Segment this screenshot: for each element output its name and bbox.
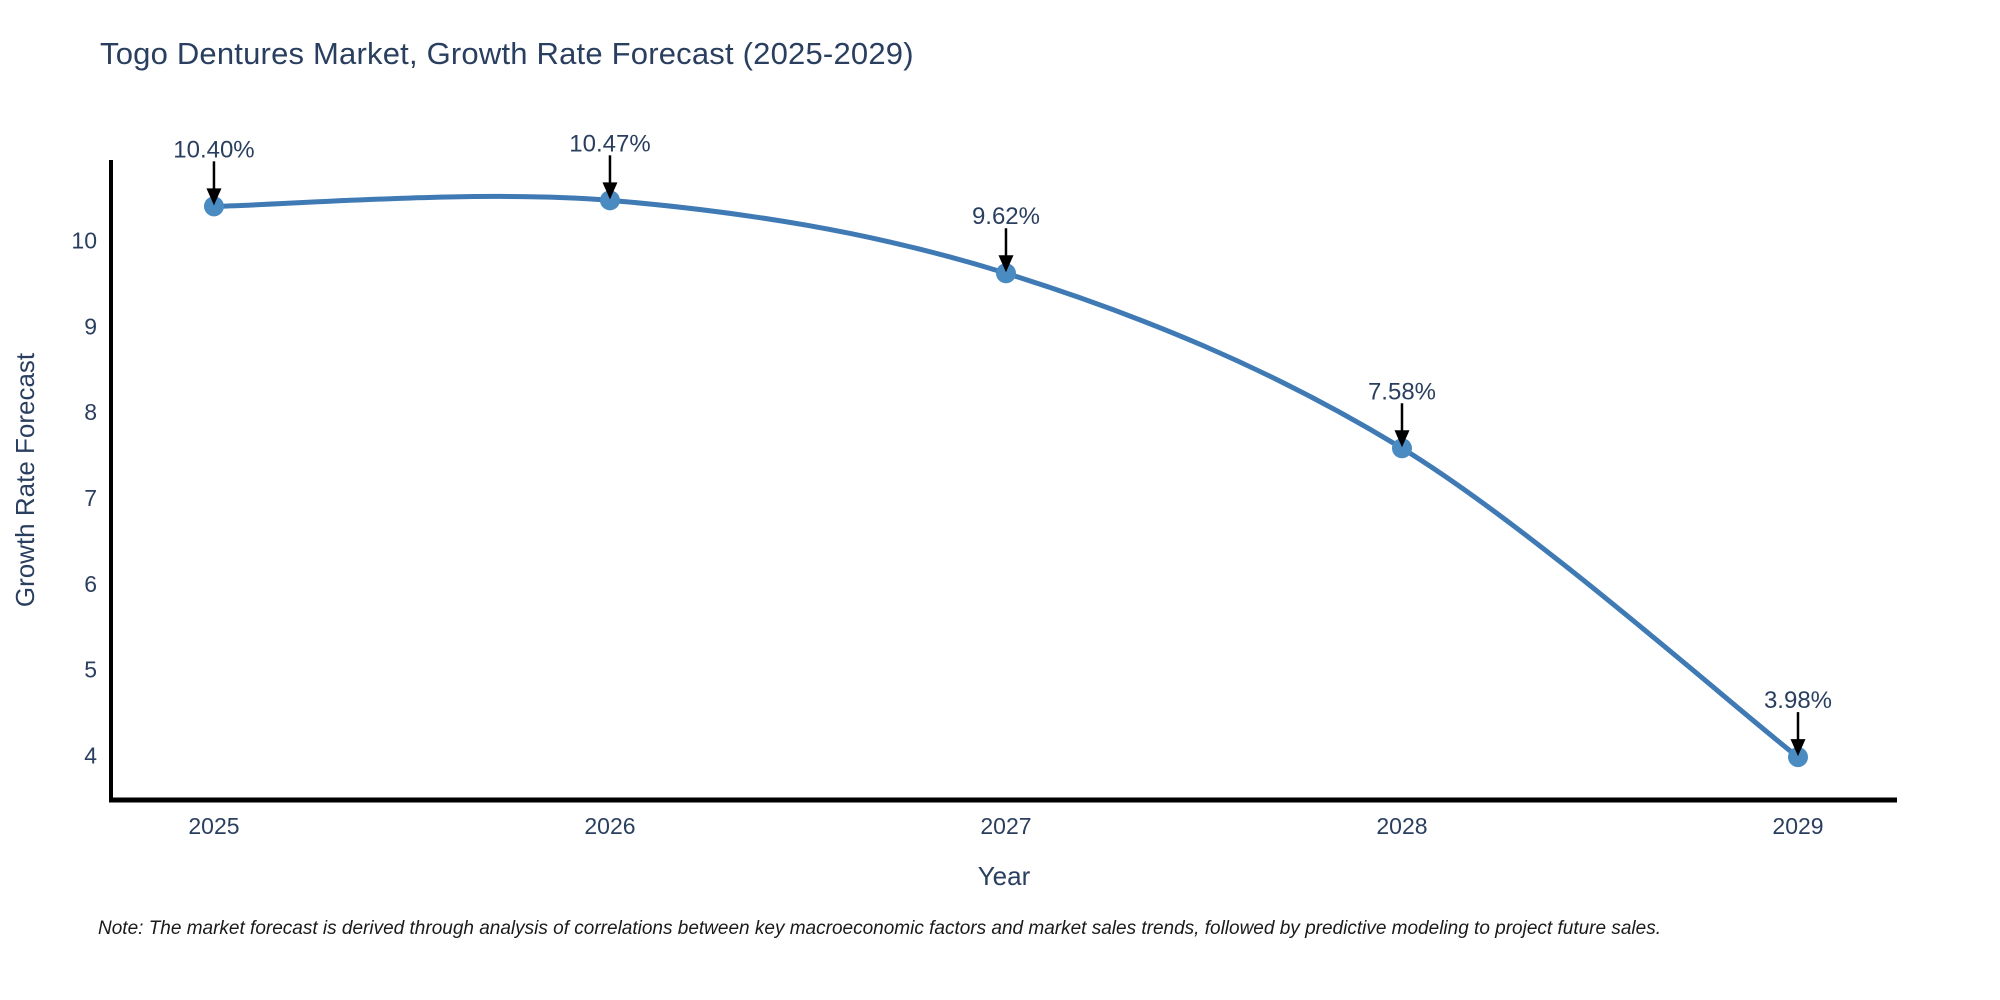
y-tick-label: 10 <box>71 228 97 254</box>
x-tick-label: 2029 <box>1772 813 1823 839</box>
data-point-2028[interactable] <box>1391 438 1412 459</box>
data-point-label: 7.58% <box>1368 378 1436 405</box>
data-point-2027[interactable] <box>995 263 1016 284</box>
data-point-label: 10.40% <box>173 136 254 163</box>
chart-title: Togo Dentures Market, Growth Rate Foreca… <box>100 36 914 71</box>
x-tick-label: 2026 <box>584 813 635 839</box>
annotation-arrowhead <box>206 188 222 206</box>
data-point-2026[interactable] <box>599 190 620 211</box>
data-point-label: 3.98% <box>1764 687 1832 714</box>
y-tick-label: 7 <box>84 485 97 511</box>
data-point-2029[interactable] <box>1787 747 1808 768</box>
trend-line <box>211 193 1801 760</box>
data-point-2025[interactable] <box>203 196 224 217</box>
data-point-label: 10.47% <box>569 130 650 157</box>
annotation-arrowhead <box>998 255 1014 273</box>
y-tick-label: 5 <box>84 657 97 683</box>
data-point-label: 9.62% <box>972 203 1040 230</box>
y-axis-title: Growth Rate Forecast <box>10 352 40 607</box>
x-axis-title: Year <box>978 861 1031 891</box>
chart-note: Note: The market forecast is derived thr… <box>98 918 1661 939</box>
y-tick-label: 8 <box>84 399 97 425</box>
annotation-arrowhead <box>602 182 618 200</box>
y-tick-label: 4 <box>84 742 97 768</box>
x-tick-label: 2028 <box>1376 813 1427 839</box>
annotation-arrowhead <box>1790 739 1806 757</box>
y-tick-label: 9 <box>84 313 97 339</box>
x-tick-label: 2025 <box>188 813 239 839</box>
y-tick-label: 6 <box>84 571 97 597</box>
annotation-arrowhead <box>1394 430 1410 448</box>
x-tick-label: 2027 <box>980 813 1031 839</box>
